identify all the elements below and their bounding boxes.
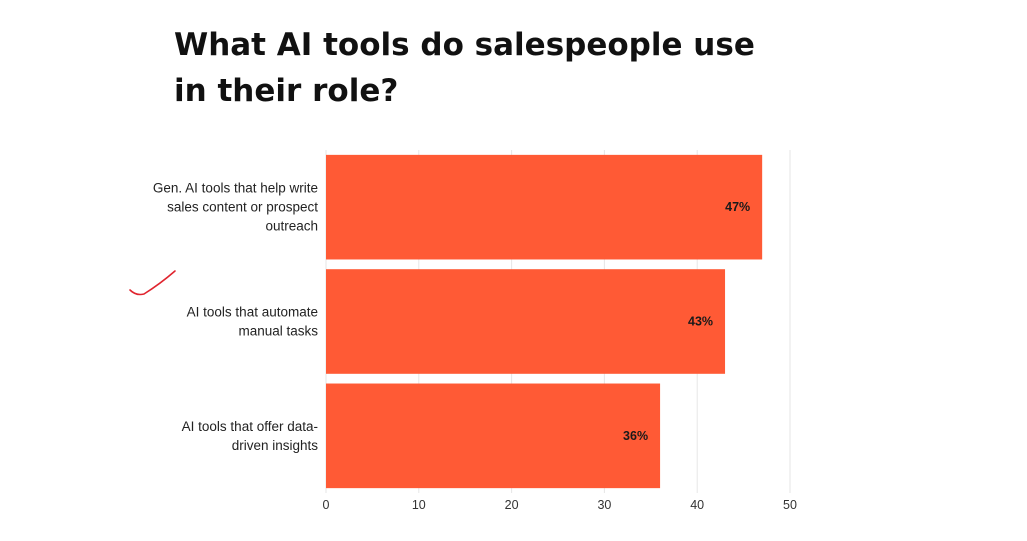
bar-data-label: 47%: [725, 200, 750, 214]
x-tick-label: 0: [323, 498, 330, 512]
category-label-line: outreach: [265, 219, 318, 234]
chart-title-line-2: in their role?: [174, 73, 398, 109]
x-tick-label: 40: [690, 498, 704, 512]
bar: [326, 154, 763, 260]
category-label-line: Gen. AI tools that help write: [153, 181, 318, 196]
x-tick-label: 50: [783, 498, 797, 512]
bar-data-label: 43%: [688, 315, 713, 329]
category-label-line: AI tools that automate: [187, 305, 318, 320]
category-label-line: manual tasks: [238, 324, 318, 339]
bar: [326, 383, 661, 489]
category-label-line: AI tools that offer data-: [182, 419, 318, 434]
x-tick-label: 10: [412, 498, 426, 512]
bar: [326, 269, 726, 374]
category-label-line: sales content or prospect: [167, 200, 318, 215]
x-tick-label: 30: [597, 498, 611, 512]
category-label-line: driven insights: [232, 438, 319, 453]
chart-title-line-1: What AI tools do salespeople use: [174, 27, 755, 63]
bar-data-label: 36%: [623, 429, 648, 443]
bars: [326, 154, 763, 489]
checkmark-annotation-icon: [129, 270, 176, 296]
x-tick-label: 20: [505, 498, 519, 512]
